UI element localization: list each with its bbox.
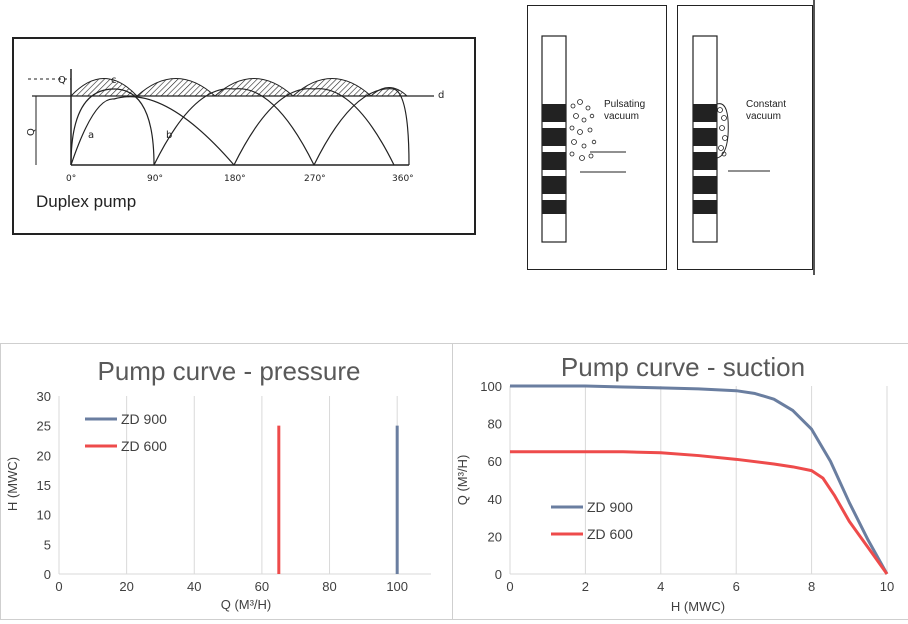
chart-title: Pump curve - pressure xyxy=(98,356,361,386)
constant-vacuum-figure: Constant vacuum xyxy=(692,35,786,243)
y-tick-label: 10 xyxy=(37,508,51,523)
cake-bubbles xyxy=(717,107,728,157)
y-tick-label: 80 xyxy=(488,417,502,432)
pressure-chart-panel: Pump curve - pressure H (MWC) Q (M³/H) 0… xyxy=(0,343,453,620)
x-axis-label: Q (M³/H) xyxy=(221,597,272,612)
x-tick-label: 20 xyxy=(119,579,133,594)
hatch-region-4 xyxy=(291,78,373,97)
pulsating-label-1: Pulsating xyxy=(604,99,645,110)
duplex-arch-5 xyxy=(313,88,410,166)
pulsating-vacuum-figure: Pulsating vacuum xyxy=(541,35,645,243)
hatch-region-3 xyxy=(213,78,295,97)
duplex-label-a: a xyxy=(88,130,94,141)
duplex-label-c: c xyxy=(111,75,117,86)
legend-label: ZD 600 xyxy=(587,526,633,542)
pipe-bands xyxy=(693,104,717,214)
pipe-bands xyxy=(542,104,566,214)
y-tick-label: 40 xyxy=(488,492,502,507)
duplex-pump-figure: Q Q c d a b 0° 90° 180° 270° 360° Duplex… xyxy=(26,69,444,211)
y-axis-label: Q (M³/H) xyxy=(455,455,470,506)
x-tick-label: 0 xyxy=(506,579,513,594)
series-line xyxy=(510,384,889,575)
constant-label-2: vacuum xyxy=(746,111,781,122)
x-tick-label: 40 xyxy=(187,579,201,594)
y-tick-label: 20 xyxy=(488,529,502,544)
suction-chart: Pump curve - suction Q (M³/H) H (MWC) 0 2… xyxy=(455,352,894,614)
y-tick-label: 0 xyxy=(495,567,502,582)
y-tick-label: 5 xyxy=(44,537,51,552)
y-tick-label: 60 xyxy=(488,454,502,469)
y-axis-label: H (MWC) xyxy=(5,457,20,511)
vertical-divider xyxy=(813,0,815,275)
x-tick-label: 2 xyxy=(582,579,589,594)
x-tick-label: 60 xyxy=(255,579,269,594)
duplex-title: Duplex pump xyxy=(36,192,136,211)
duplex-label-d: d xyxy=(438,90,444,101)
y-tick-label: 0 xyxy=(44,567,51,582)
duplex-q-label: Q xyxy=(26,128,37,136)
x-tick-label: 10 xyxy=(880,579,894,594)
duplex-angle-0: 0° xyxy=(66,174,76,184)
legend-label: ZD 900 xyxy=(121,411,167,427)
y-tick-label: 100 xyxy=(480,379,502,394)
duplex-arch-2 xyxy=(70,96,235,166)
x-axis-label: H (MWC) xyxy=(671,599,725,614)
y-tick-label: 20 xyxy=(37,448,51,463)
y-tick-label: 15 xyxy=(37,478,51,493)
constant-label-1: Constant xyxy=(746,99,786,110)
duplex-label-b: b xyxy=(166,130,172,141)
x-tick-label: 0 xyxy=(55,579,62,594)
duplex-arch-4 xyxy=(233,88,395,166)
legend-label: ZD 900 xyxy=(587,499,633,515)
duplex-q-label-top: Q xyxy=(58,75,66,86)
constant-vacuum-panel: Constant vacuum xyxy=(677,5,813,270)
duplex-angle-180: 180° xyxy=(224,174,246,184)
duplex-angle-90: 90° xyxy=(147,174,163,184)
duplex-angle-270: 270° xyxy=(304,174,326,184)
duplex-arch-1 xyxy=(70,88,155,166)
duplex-pump-diagram: Q Q c d a b 0° 90° 180° 270° 360° Duplex… xyxy=(12,37,476,235)
pulsating-label-2: vacuum xyxy=(604,111,639,122)
x-tick-label: 8 xyxy=(808,579,815,594)
y-tick-label: 30 xyxy=(37,389,51,404)
x-tick-label: 4 xyxy=(657,579,664,594)
duplex-angle-360: 360° xyxy=(392,174,414,184)
legend-label: ZD 600 xyxy=(121,438,167,454)
pulsating-vacuum-panel: Pulsating vacuum xyxy=(527,5,667,270)
chart-title: Pump curve - suction xyxy=(561,352,805,382)
hatch-region-2 xyxy=(135,78,217,97)
x-tick-label: 80 xyxy=(322,579,336,594)
x-tick-label: 100 xyxy=(386,579,408,594)
bubble-cloud xyxy=(569,99,597,161)
y-tick-label: 25 xyxy=(37,419,51,434)
hatch-region-1 xyxy=(69,78,139,97)
x-tick-label: 6 xyxy=(733,579,740,594)
pressure-chart: Pump curve - pressure H (MWC) Q (M³/H) 0… xyxy=(5,356,431,612)
duplex-arch-3 xyxy=(153,88,315,166)
series-line xyxy=(510,450,889,575)
suction-chart-panel: Pump curve - suction Q (M³/H) H (MWC) 0 2… xyxy=(452,343,908,620)
